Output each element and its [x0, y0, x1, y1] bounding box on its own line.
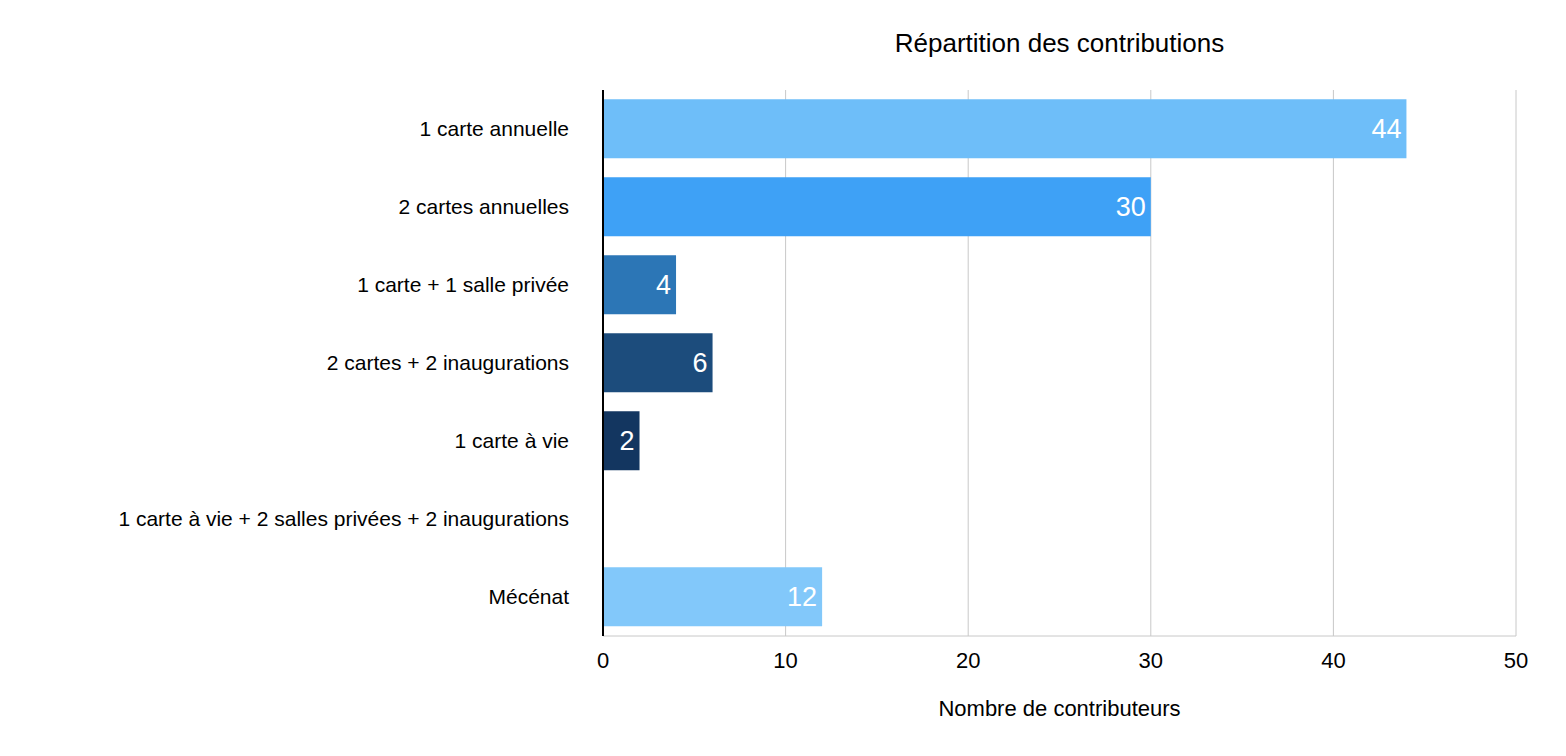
- svg-text:12: 12: [787, 582, 817, 612]
- svg-text:1 carte annuelle: 1 carte annuelle: [420, 117, 569, 140]
- svg-text:Nombre de contributeurs: Nombre de contributeurs: [938, 696, 1180, 721]
- svg-text:2: 2: [619, 426, 634, 456]
- svg-text:30: 30: [1139, 648, 1163, 673]
- svg-text:50: 50: [1504, 648, 1528, 673]
- svg-text:2 cartes annuelles: 2 cartes annuelles: [399, 195, 569, 218]
- html-text:Répartition des contributions: Répartition des contributions: [894, 28, 1225, 58]
- svg-text:20: 20: [956, 648, 980, 673]
- svg-text:1 carte + 1 salle privée: 1 carte + 1 salle privée: [357, 273, 569, 296]
- svg-text:Mécénat: Mécénat: [488, 585, 569, 608]
- svg-text:44: 44: [1371, 114, 1401, 144]
- svg-text:6: 6: [693, 348, 708, 378]
- svg-text:40: 40: [1321, 648, 1345, 673]
- svg-text:1 carte à vie: 1 carte à vie: [455, 429, 569, 452]
- svg-text:10: 10: [773, 648, 797, 673]
- svg-text:0: 0: [597, 648, 609, 673]
- svg-text:2 cartes + 2 inaugurations: 2 cartes + 2 inaugurations: [327, 351, 569, 374]
- svg-text:30: 30: [1116, 192, 1146, 222]
- svg-text:4: 4: [656, 270, 671, 300]
- svg-text:1 carte à vie + 2 salles privé: 1 carte à vie + 2 salles privées + 2 ina…: [118, 507, 569, 530]
